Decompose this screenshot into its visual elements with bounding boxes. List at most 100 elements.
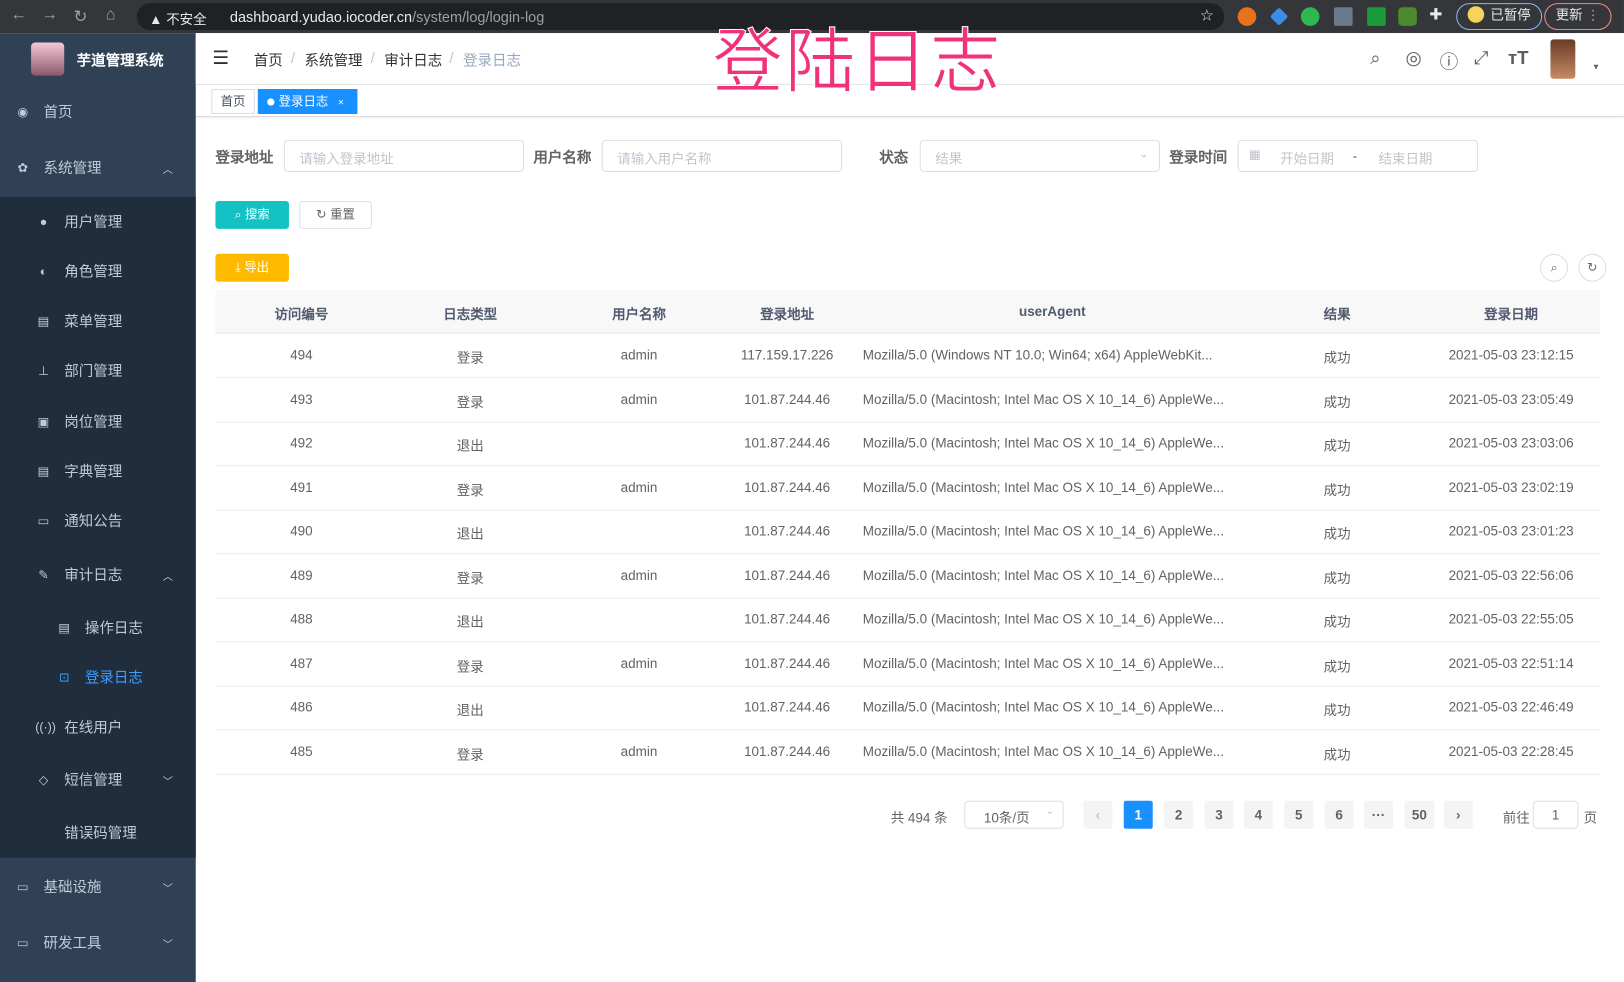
username-input[interactable]: 请输入用户名称 [601,139,843,172]
page-button[interactable]: 3 [1204,800,1234,829]
update-button[interactable]: 更新 ⋮ [1544,3,1612,31]
sidebar-item[interactable]: ▣ 岗位管理 [0,409,196,434]
table-row[interactable] [215,554,1601,599]
table-cell: 成功 [1323,350,1351,366]
table-row[interactable] [215,466,1601,511]
sidebar-item[interactable]: ● 用户管理 [0,209,196,234]
table-cell: admin [620,567,658,583]
table-cell: 2021-05-03 22:56:06 [1448,567,1574,583]
start-date-placeholder[interactable]: 开始日期 [1280,151,1334,167]
page-button[interactable]: 6 [1324,800,1354,829]
sidebar-item[interactable]: ✎ 审计日志 ︿ [0,562,196,587]
font-size-icon[interactable]: ᴛT [1507,47,1529,69]
page-size-select[interactable]: 10条/页 ⌄ [964,800,1064,829]
sidebar-item[interactable]: ▤ 菜单管理 [0,309,196,334]
extension-icon[interactable] [1300,7,1320,26]
sidebar-item[interactable]: ⊡ 登录日志 [0,665,196,690]
page-button[interactable]: 1 [1123,800,1153,829]
puzzle-icon[interactable]: ✚ [1429,6,1443,24]
page-button[interactable]: 2 [1164,800,1194,829]
ip-input[interactable]: 请输入登录地址 [283,139,525,172]
sidebar-item-label: 登录日志 [84,669,143,686]
page-button[interactable]: 5 [1284,800,1314,829]
more-icon: ⋮ [1586,7,1600,23]
extension-icon[interactable] [1367,7,1386,26]
toggle-search-button[interactable]: ⌕ [1540,253,1569,282]
extension-icon[interactable] [1398,7,1417,26]
question-icon[interactable]: ⓘ [1439,51,1459,73]
search-button[interactable]: ⌕ 搜索 [215,200,289,229]
sidebar-item[interactable]: ◉ 首页 [0,99,196,124]
table-cell: admin [620,347,658,363]
profile-button[interactable]: 已暂停 [1456,3,1543,31]
table-row[interactable] [215,730,1601,775]
refresh-button[interactable]: ↻ [1578,253,1607,282]
sidebar-item[interactable]: 错误码管理 [0,820,196,845]
hamburger-icon[interactable]: ☰ [212,47,230,69]
sidebar-item-label: 角色管理 [64,263,123,280]
forward-icon[interactable]: → [41,6,58,24]
page-button[interactable]: 4 [1243,800,1273,829]
extension-icon[interactable] [1333,7,1353,26]
table-cell: Mozilla/5.0 (Macintosh; Intel Mac OS X 1… [862,523,1224,539]
extension-icon[interactable] [1237,7,1257,26]
caret-down-icon[interactable]: ▼ [1591,62,1601,72]
tag-home[interactable]: 首页 [211,89,255,114]
github-icon[interactable]: ◎ [1405,47,1422,69]
chevron-down-icon[interactable]: ﹀ [162,883,173,895]
table-row[interactable] [215,686,1601,731]
table-row[interactable] [215,378,1601,423]
sidebar-item[interactable]: ▤ 字典管理 [0,459,196,484]
search-icon[interactable]: ⌕ [1370,47,1381,69]
sidebar-item-label: 岗位管理 [64,413,123,430]
tag-login-log[interactable]: 登录日志 × [257,89,358,114]
chevron-down-icon[interactable]: ﹀ [162,939,173,951]
chevron-up-icon[interactable]: ︿ [162,164,173,176]
home-icon[interactable]: ⌂ [105,6,116,24]
prev-page-button[interactable]: ‹ [1083,800,1113,829]
sidebar-item[interactable]: ▤ 操作日志 [0,615,196,640]
chevron-down-icon[interactable]: ﹀ [162,776,173,788]
user-avatar[interactable] [1550,39,1576,79]
table-row[interactable] [215,598,1601,643]
reload-icon[interactable]: ↻ [73,8,88,26]
sidebar-item[interactable]: ✿ 系统管理 ︿ [0,155,196,180]
table-row[interactable] [215,510,1601,555]
breadcrumb-item[interactable]: 审计日志 [384,51,443,69]
page-button[interactable]: ··· [1364,800,1394,829]
page-button[interactable]: 50 [1404,800,1435,829]
chevron-up-icon[interactable]: ︿ [162,571,173,583]
reset-button[interactable]: ↻ 重置 [299,200,372,229]
status-select[interactable]: 结果 ⌄ [919,139,1160,172]
bookmark-star-icon[interactable]: ☆ [1199,7,1214,25]
extension-icon[interactable] [1269,7,1289,26]
sidebar-item[interactable]: ((·)) 在线用户 [0,715,196,740]
export-button[interactable]: ⤓ 导出 [215,253,289,282]
sidebar-item[interactable]: ◇ 短信管理 ﹀ [0,768,196,793]
next-page-button[interactable]: › [1443,800,1473,829]
goto-page-input[interactable]: 1 [1532,800,1579,829]
fullscreen-icon[interactable]: ⤢ [1473,47,1489,69]
sidebar-item[interactable]: ⊥ 部门管理 [0,358,196,383]
breadcrumb-item[interactable]: 系统管理 [304,51,363,69]
table-cell: 101.87.244.46 [744,391,831,407]
date-range-picker[interactable]: ▦ 开始日期 - 结束日期 [1237,139,1478,172]
breadcrumb-item[interactable]: 首页 [253,51,283,69]
end-date-placeholder[interactable]: 结束日期 [1378,151,1433,167]
column-header: 访问编号 [274,306,329,323]
table-cell: Mozilla/5.0 (Windows NT 10.0; Win64; x64… [862,347,1213,363]
table-row[interactable] [215,422,1601,467]
back-icon[interactable]: ← [10,6,27,24]
table-cell: 101.87.244.46 [744,435,831,451]
ip-placeholder: 请输入登录地址 [299,151,394,167]
sidebar-item[interactable]: ▭ 基础设施 ﹀ [0,874,196,899]
close-icon[interactable]: × [338,97,345,109]
table-cell: Mozilla/5.0 (Macintosh; Intel Mac OS X 1… [862,699,1224,715]
sidebar-item-label: 短信管理 [64,771,123,789]
table-row[interactable] [215,334,1601,379]
sidebar-item[interactable]: ▭ 研发工具 ﹀ [0,930,196,955]
address-bar[interactable]: ▲ 不安全 dashboard.yudao.iocoder.cn/system/… [136,3,1225,31]
sidebar-item[interactable]: ▭ 通知公告 [0,509,196,534]
table-row[interactable] [215,642,1601,687]
sidebar-item[interactable]: ◐ 角色管理 [0,259,196,284]
